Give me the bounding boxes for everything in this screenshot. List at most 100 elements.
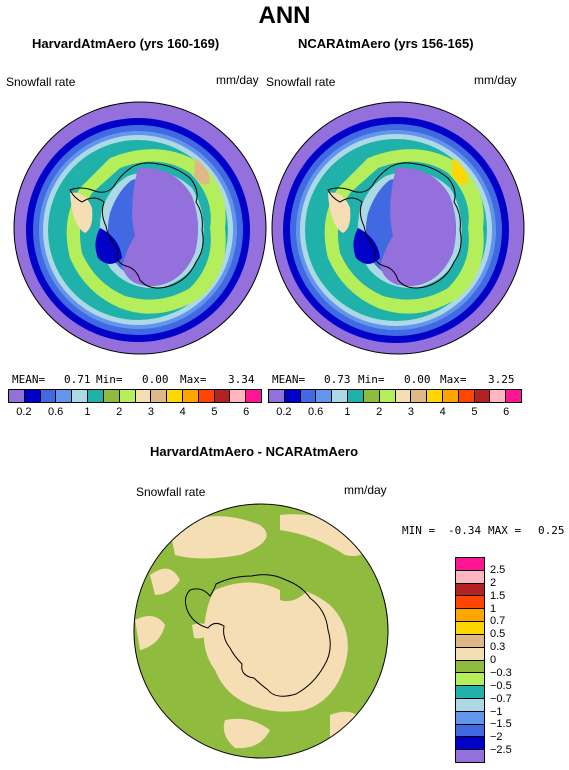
diff-max-label: MAX = (488, 524, 522, 537)
colorbar-tick-label: 0.7 (490, 615, 506, 628)
colorbar-swatch (490, 390, 507, 402)
colorbar-swatch (56, 390, 73, 402)
map-difference-antarctica (133, 503, 389, 759)
colorbar-tick-label: 4 (439, 406, 446, 418)
colorbar-tick-label: −1.5 (490, 718, 512, 731)
colorbar-swatch (284, 390, 301, 402)
colorbar-swatch (458, 390, 475, 402)
colorbar-tick-label: 0.2 (16, 406, 32, 418)
diff-min-value: -0.34 (448, 524, 482, 537)
panel-left-title: HarvardAtmAero (yrs 160-169) (32, 36, 220, 51)
colorbar-swatch (332, 390, 349, 402)
colorbar-tick-label: 0.3 (490, 641, 506, 654)
colorbar-tick-label: 0 (490, 654, 497, 666)
colorbar-difference (455, 557, 485, 763)
colorbar-tick-label: 1 (84, 406, 91, 418)
panel-right-variable: Snowfall rate (266, 75, 336, 89)
colorbar-swatch (379, 390, 396, 402)
colorbar-tick-label: 2.5 (490, 563, 506, 576)
panel-right-units: mm/day (474, 73, 517, 87)
panel-left-mean: 0.71 (64, 373, 91, 386)
colorbar-swatch (456, 622, 484, 635)
panel-left-min: 0.00 (142, 373, 169, 386)
colorbar-swatch (348, 390, 364, 402)
colorbar-tick-label: 5 (211, 406, 218, 418)
colorbar-swatch (198, 390, 215, 402)
colorbar-swatch (246, 390, 261, 402)
colorbar-swatch (456, 673, 484, 687)
colorbar-tick-label: 0.6 (47, 406, 64, 418)
colorbar-swatch (9, 390, 25, 402)
colorbar-swatch (456, 660, 484, 674)
diff-max-value: 0.25 (538, 524, 565, 537)
map-left-antarctica (13, 101, 267, 355)
colorbar-tick-label: 2 (376, 406, 383, 418)
colorbar-tick-label: 4 (179, 406, 186, 418)
panel-left-units: mm/day (216, 73, 259, 87)
colorbar-tick-label: −1 (490, 705, 503, 718)
panel-left-max-label: Max= (180, 373, 207, 386)
colorbar-swatch (40, 390, 57, 402)
colorbar-swatch (72, 390, 89, 402)
colorbar-tick-label: −0.5 (490, 679, 512, 692)
colorbar-swatch (119, 390, 136, 402)
panel-right-min: 0.00 (404, 373, 431, 386)
panel-right-max-label: Max= (440, 373, 467, 386)
colorbar-swatch (506, 390, 521, 402)
colorbar-difference-ticks: 2.5 2 1.5 1 0.7 0.5 0.3 0 −0.3 −0.5 −0.7 −1 −1.5 −2 −2… (490, 557, 530, 763)
colorbar-right-ticks: 0.2 0.6 1 2 3 4 5 6 (268, 406, 522, 420)
colorbar-swatch (427, 390, 443, 402)
colorbar-swatch (442, 390, 459, 402)
colorbar-swatch (456, 609, 484, 623)
colorbar-tick-label: 6 (503, 406, 510, 418)
colorbar-swatch (474, 390, 491, 402)
colorbar-tick-label: −0.3 (490, 666, 512, 679)
colorbar-swatch (456, 711, 484, 725)
colorbar-swatch (456, 698, 484, 712)
colorbar-right (268, 389, 522, 403)
colorbar-swatch (151, 390, 168, 402)
colorbar-tick-label: 6 (243, 406, 250, 418)
colorbar-tick-label: 3 (147, 406, 154, 418)
colorbar-tick-label: 1.5 (490, 589, 506, 602)
panel-right-mean: 0.73 (324, 373, 351, 386)
panel-right-min-label: Min= (358, 373, 385, 386)
colorbar-tick-label: 1 (344, 406, 351, 418)
colorbar-swatch (456, 750, 484, 762)
colorbar-swatch (88, 390, 104, 402)
colorbar-swatch (456, 558, 484, 571)
colorbar-swatch (135, 390, 152, 402)
colorbar-swatch (456, 737, 484, 751)
colorbar-tick-label: 2 (116, 406, 123, 418)
colorbar-tick-label: −0.7 (490, 692, 512, 705)
colorbar-swatch (316, 390, 333, 402)
colorbar-tick-label: 0.2 (276, 406, 292, 418)
panel-left-mean-label: MEAN= (12, 373, 46, 386)
colorbar-swatch (456, 647, 484, 661)
colorbar-tick-label: 5 (471, 406, 478, 418)
colorbar-left (8, 389, 262, 403)
colorbar-swatch (24, 390, 41, 402)
colorbar-swatch (456, 634, 484, 648)
colorbar-tick-label: −2.5 (490, 744, 512, 757)
colorbar-swatch (395, 390, 412, 402)
diff-panel-title: HarvardAtmAero - NCARAtmAero (150, 444, 359, 459)
figure-title: ANN (258, 2, 311, 29)
colorbar-swatch (214, 390, 231, 402)
colorbar-tick-label: −2 (490, 731, 503, 744)
panel-left-max: 3.34 (228, 373, 255, 386)
colorbar-tick-label: 2 (490, 576, 497, 589)
diff-panel-units: mm/day (344, 483, 387, 497)
panel-right-max: 3.25 (488, 373, 515, 386)
colorbar-tick-label: 0.5 (490, 628, 506, 641)
colorbar-swatch (300, 390, 317, 402)
colorbar-swatch (411, 390, 428, 402)
colorbar-left-ticks: 0.2 0.6 1 2 3 4 5 6 (8, 406, 262, 420)
colorbar-swatch (456, 724, 484, 738)
panel-right-mean-label: MEAN= (272, 373, 306, 386)
map-right-antarctica (271, 101, 525, 355)
colorbar-swatch (456, 686, 484, 699)
colorbar-swatch (456, 583, 484, 597)
diff-min-label: MIN = (402, 524, 436, 537)
colorbar-swatch (363, 390, 380, 402)
